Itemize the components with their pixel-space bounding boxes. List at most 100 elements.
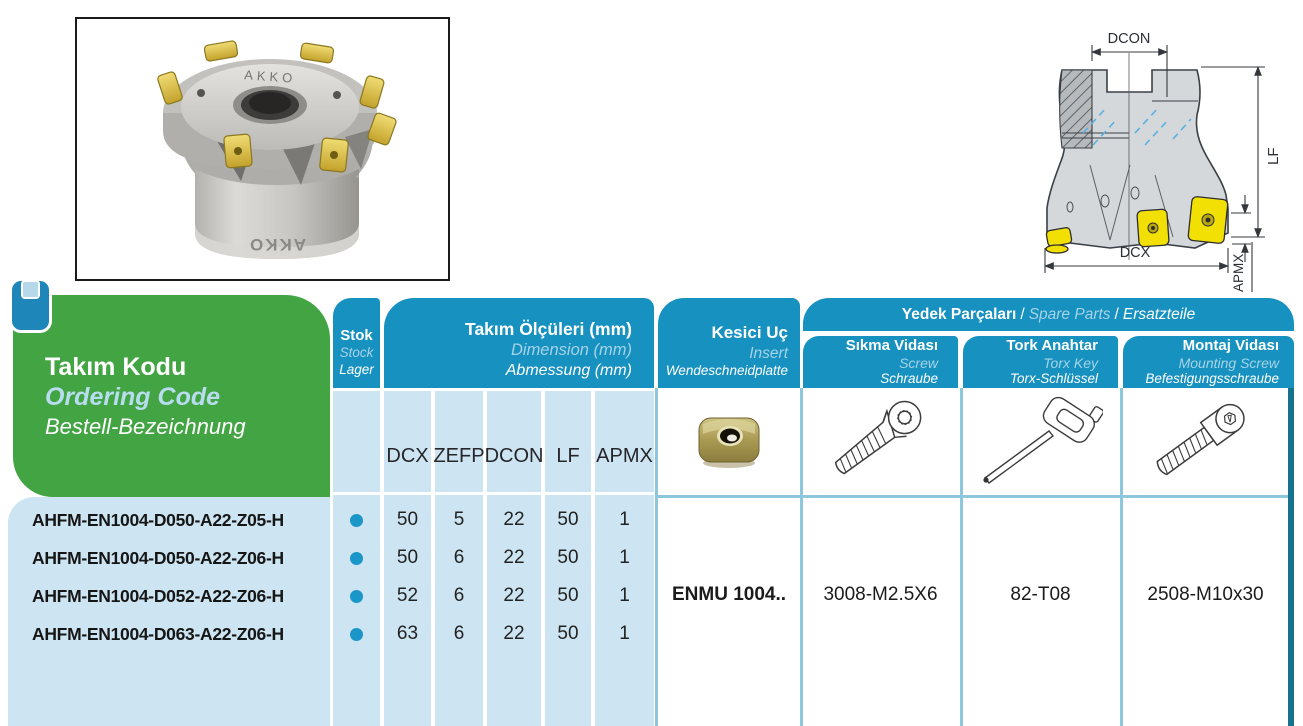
face-mill-photo: AKKO AKKO — [157, 40, 397, 259]
torx-key-column-header: Tork Anahtar Torx Key Torx-Schlüssel — [963, 336, 1118, 388]
stock-dot — [350, 551, 363, 565]
zefp-column-label: ZEFP — [433, 391, 485, 492]
insert-header-en: Insert — [749, 344, 788, 362]
lf-value: 50 — [557, 585, 579, 606]
dcon-column: 22 22 22 22 — [487, 495, 541, 726]
bookmark-tab-clip — [21, 280, 40, 299]
stock-dot — [350, 589, 363, 603]
grid-line — [800, 388, 803, 726]
zefp-value: 6 — [453, 547, 465, 568]
separator: / — [1114, 305, 1119, 323]
zefp-value: 5 — [453, 509, 465, 530]
zefp-value: 6 — [453, 623, 465, 644]
grid-line — [655, 495, 1288, 498]
stock-header-tr: Stok — [340, 326, 373, 344]
stock-column-header: Stok Stock Lager — [333, 298, 380, 388]
stock-column — [333, 495, 380, 726]
dimensions-header-tr: Takım Ölçüleri (mm) — [465, 319, 632, 340]
dcon-label: DCON — [1108, 31, 1151, 47]
dimensions-header-en: Dimension (mm) — [510, 341, 632, 360]
lf-column: 50 50 50 50 — [545, 495, 591, 726]
apmx-value: 1 — [619, 623, 630, 644]
brand-engraving-top: AKKO — [244, 67, 297, 86]
screw-header-en: Screw — [899, 355, 938, 372]
screw-code-value: 3008-M2.5X6 — [823, 584, 938, 605]
dcx-value: 52 — [396, 585, 419, 606]
ordering-header-tr: Takım Kodu — [45, 352, 187, 381]
grid-line — [1120, 388, 1123, 726]
lf-value: 50 — [557, 509, 579, 530]
zefp-column: 5 6 6 6 — [435, 495, 483, 726]
technical-drawing: DCON LF DCX APMX — [1043, 31, 1282, 292]
dashed-guides — [1082, 106, 1192, 146]
torx-header-en: Torx Key — [1043, 355, 1098, 372]
stock-cell — [333, 539, 380, 577]
spare-parts-en: Spare Parts — [1028, 305, 1111, 323]
apmx-value: 1 — [619, 585, 630, 606]
ordering-header-de: Bestell-Bezeichnung — [45, 413, 246, 439]
stock-header-de: Lager — [339, 362, 374, 378]
ordering-code-row: AHFM-EN1004-D052-A22-Z06-H — [32, 585, 284, 606]
table-right-edge — [1288, 388, 1294, 726]
insert-header-tr: Kesici Uç — [711, 323, 788, 343]
lf-value: 50 — [557, 623, 579, 644]
clamp-screw-drawing — [834, 400, 922, 475]
spare-parts-band-header: Yedek Parçaları / Spare Parts / Ersatzte… — [803, 298, 1294, 331]
mounting-header-tr: Montaj Vidası — [1182, 337, 1279, 355]
dcx-label: DCX — [1120, 245, 1151, 261]
dcon-value: 22 — [503, 623, 525, 644]
lf-label: LF — [1265, 147, 1282, 165]
mounting-code-value: 2508-M10x30 — [1147, 584, 1264, 605]
ordering-code-row: AHFM-EN1004-D063-A22-Z06-H — [32, 623, 284, 644]
mounting-screw-drawing — [1156, 403, 1245, 476]
torx-key-drawing — [983, 396, 1103, 484]
stock-cell — [333, 615, 380, 653]
dcx-value: 50 — [396, 509, 419, 530]
dcx-value: 63 — [396, 623, 419, 644]
stock-subheader-cell — [333, 391, 380, 492]
grid-line — [960, 388, 963, 726]
apmx-dimension — [1231, 195, 1253, 292]
torx-header-de: Torx-Schlüssel — [1009, 371, 1098, 387]
insert-column-header: Kesici Uç Insert Wendeschneidplatte — [658, 298, 800, 388]
torx-code-value: 82-T08 — [1010, 584, 1071, 605]
screw-header-de: Schraube — [880, 371, 938, 387]
screw-header-tr: Sıkma Vidası — [845, 337, 938, 355]
stock-dot — [350, 627, 363, 641]
apmx-column: 1 1 1 1 — [595, 495, 654, 726]
stock-cell — [333, 501, 380, 539]
lf-dimension — [1201, 65, 1265, 239]
dimensions-column-header: Takım Ölçüleri (mm) Dimension (mm) Abmes… — [384, 298, 654, 388]
dcx-column: 50 50 52 63 — [384, 495, 431, 726]
stock-dot — [350, 513, 363, 527]
grid-line — [655, 388, 658, 726]
torx-header-tr: Tork Anahtar — [1006, 337, 1098, 355]
mounting-screw-column-header: Montaj Vidası Mounting Screw Befestigung… — [1123, 336, 1294, 388]
ordering-code-row: AHFM-EN1004-D050-A22-Z06-H — [32, 547, 284, 568]
hatched-section — [1059, 69, 1093, 149]
dcx-dimension — [1043, 248, 1230, 273]
lf-column-label: LF — [545, 391, 591, 492]
brand-engraving-bottom: AKKO — [248, 235, 306, 254]
spare-parts-de: Ersatzteile — [1122, 305, 1196, 323]
insert-photo — [698, 417, 760, 468]
dcon-value: 22 — [503, 547, 525, 568]
apmx-value: 1 — [619, 547, 630, 568]
zefp-value: 6 — [453, 585, 465, 606]
stock-cell — [333, 577, 380, 615]
mounting-header-en: Mounting Screw — [1178, 355, 1279, 372]
gold-inserts — [157, 40, 397, 173]
ordering-code-header: Takım Kodu Ordering Code Bestell-Bezeich… — [13, 295, 330, 497]
ordering-code-row: AHFM-EN1004-D050-A22-Z05-H — [32, 509, 284, 530]
dcon-value: 22 — [503, 509, 525, 530]
insert-header-de: Wendeschneidplatte — [665, 363, 788, 379]
insert-code-value: ENMU 1004.. — [671, 584, 787, 605]
stock-header-en: Stock — [339, 345, 374, 361]
dcon-dimension — [1090, 45, 1169, 97]
ordering-code-column: AHFM-EN1004-D050-A22-Z05-H AHFM-EN1004-D… — [8, 497, 330, 726]
dcx-column-label: DCX — [384, 391, 431, 492]
separator: / — [1020, 305, 1025, 323]
apmx-label: APMX — [1231, 254, 1246, 292]
dcon-value: 22 — [503, 585, 525, 606]
